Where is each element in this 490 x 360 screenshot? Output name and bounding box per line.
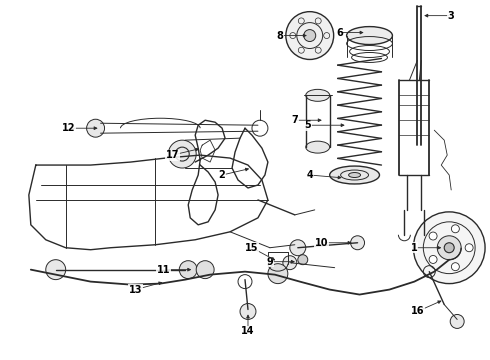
- Text: 12: 12: [62, 123, 75, 133]
- Circle shape: [444, 243, 454, 253]
- Ellipse shape: [330, 166, 379, 184]
- Text: 15: 15: [245, 243, 259, 253]
- Circle shape: [298, 255, 308, 265]
- Circle shape: [240, 303, 256, 319]
- Circle shape: [196, 261, 214, 279]
- Circle shape: [451, 263, 459, 271]
- Ellipse shape: [306, 89, 330, 101]
- Text: 4: 4: [306, 170, 313, 180]
- Text: 7: 7: [292, 115, 298, 125]
- Ellipse shape: [348, 172, 361, 177]
- Circle shape: [283, 256, 297, 270]
- Circle shape: [429, 256, 437, 264]
- Circle shape: [429, 232, 437, 240]
- Text: 17: 17: [166, 150, 179, 160]
- Circle shape: [450, 315, 464, 328]
- Circle shape: [304, 30, 316, 41]
- Circle shape: [46, 260, 66, 280]
- Circle shape: [268, 264, 288, 284]
- Text: 2: 2: [219, 170, 225, 180]
- Text: 6: 6: [336, 28, 343, 37]
- Text: 1: 1: [411, 243, 417, 253]
- Circle shape: [168, 140, 196, 168]
- Text: 5: 5: [304, 120, 311, 130]
- Circle shape: [290, 240, 306, 256]
- Ellipse shape: [306, 141, 330, 153]
- Text: 13: 13: [129, 284, 142, 294]
- Text: 8: 8: [276, 31, 283, 41]
- Circle shape: [179, 261, 197, 279]
- Text: 9: 9: [267, 257, 273, 267]
- Circle shape: [437, 236, 461, 260]
- Text: 10: 10: [315, 238, 328, 248]
- Text: 11: 11: [157, 265, 170, 275]
- Circle shape: [465, 244, 473, 252]
- Text: 14: 14: [241, 327, 255, 336]
- Circle shape: [350, 236, 365, 250]
- Circle shape: [414, 212, 485, 284]
- Ellipse shape: [346, 27, 392, 45]
- Text: 16: 16: [411, 306, 424, 316]
- Circle shape: [286, 12, 334, 59]
- Text: 3: 3: [448, 11, 455, 21]
- Circle shape: [451, 225, 459, 233]
- Circle shape: [87, 119, 104, 137]
